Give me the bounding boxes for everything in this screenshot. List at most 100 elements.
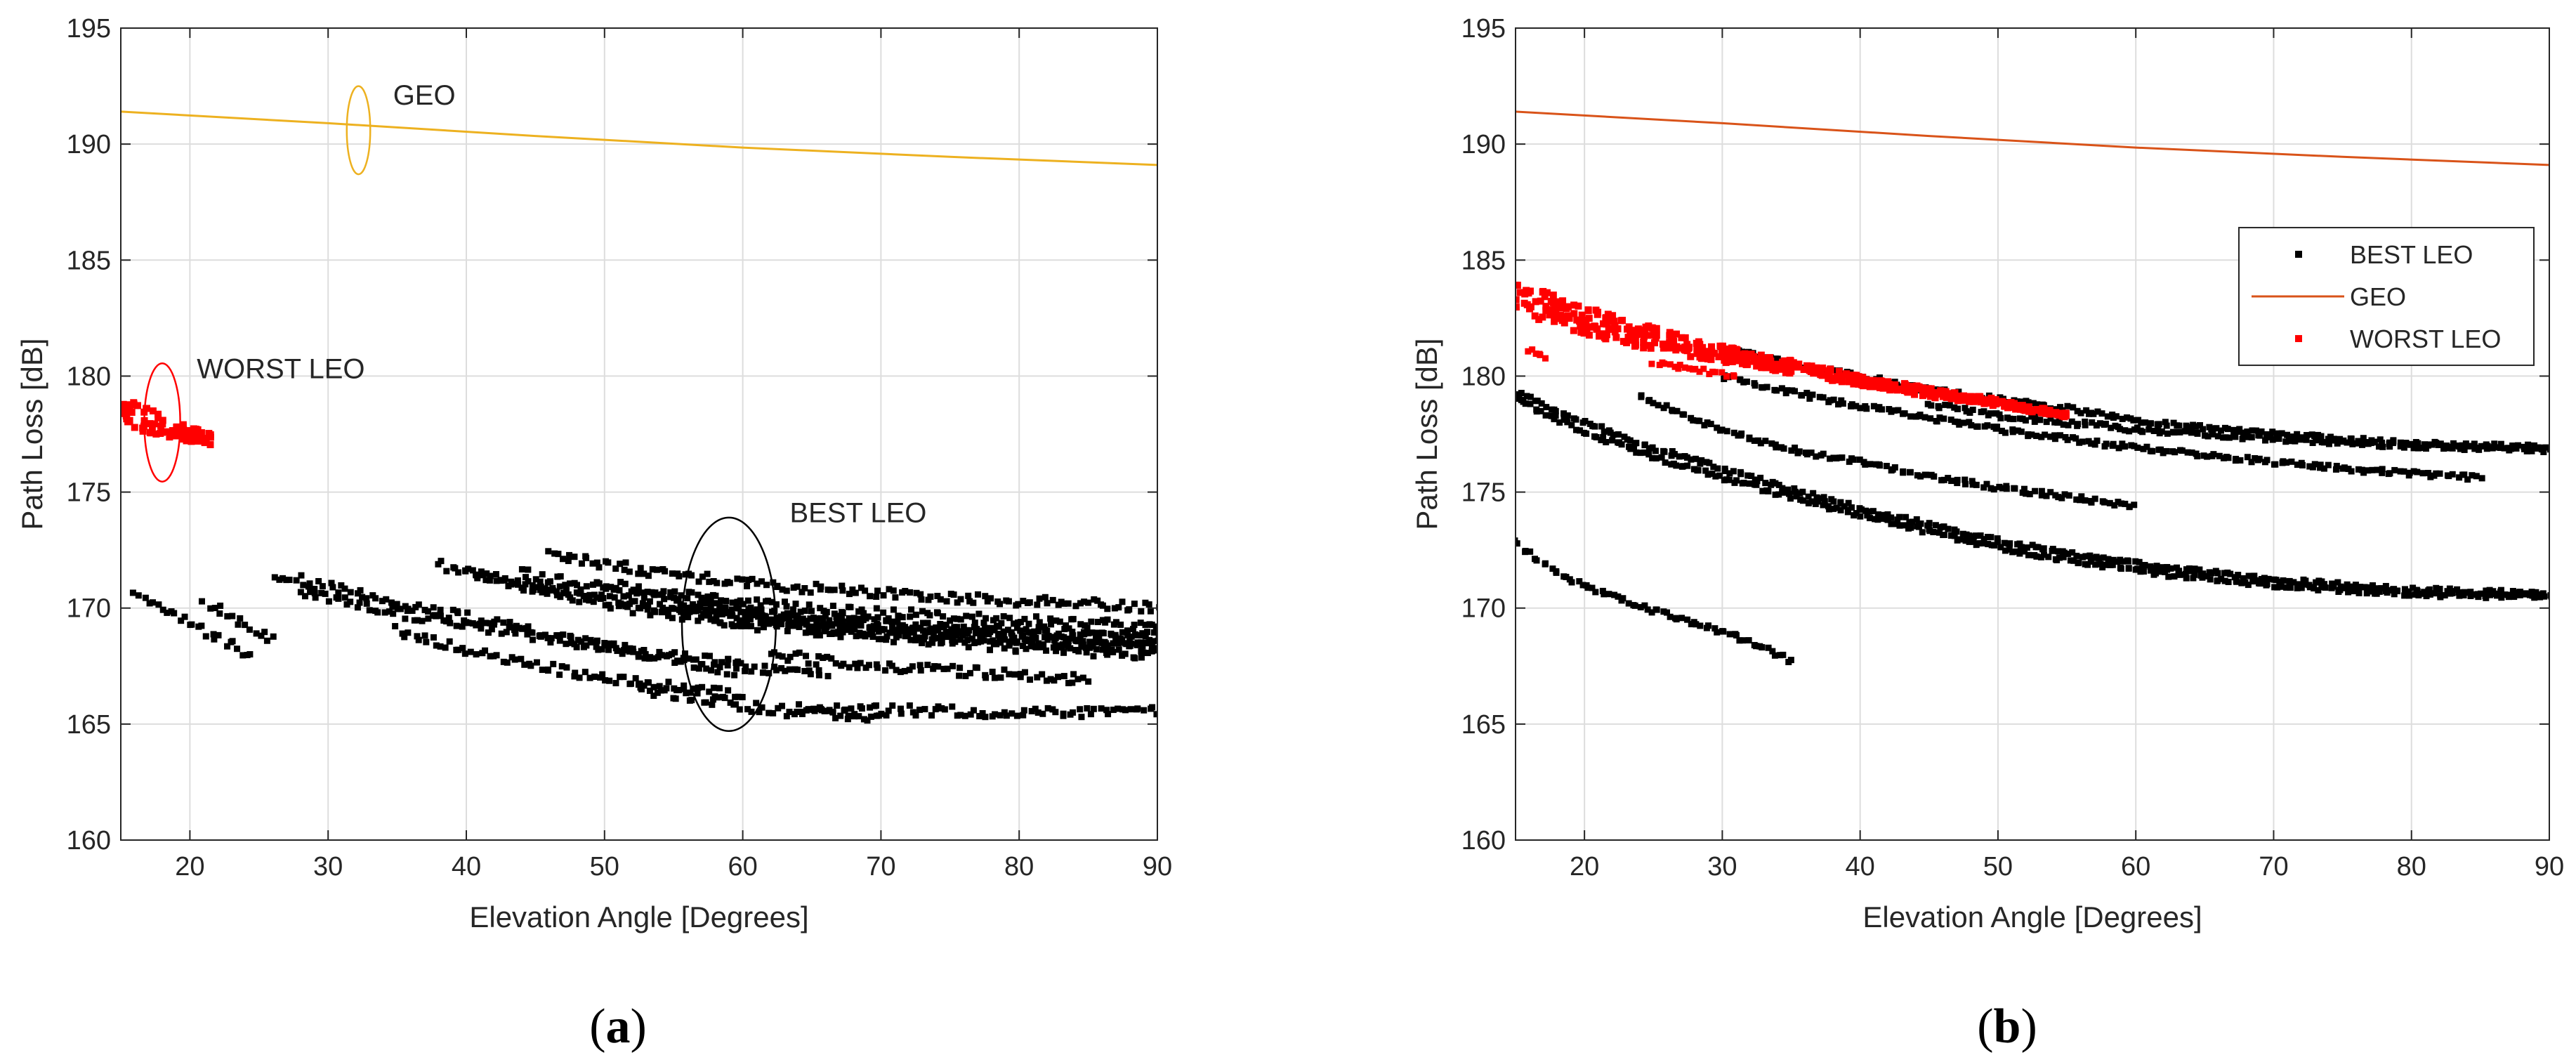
data-point [402,615,409,622]
legend-marker-icon [2295,335,2302,343]
data-point [591,673,598,680]
data-point [813,580,820,587]
data-point [910,628,917,635]
data-point [1915,523,1922,530]
data-point [574,582,581,589]
data-point [605,601,612,608]
data-point [2184,449,2191,456]
data-point [2445,444,2452,451]
data-point [1857,513,1864,520]
data-point [2102,420,2109,427]
data-point [753,700,760,707]
data-point [2226,434,2233,441]
data-point [1669,334,1676,342]
data-point [1661,448,1668,455]
data-point [1666,329,1674,336]
data-point [1768,440,1775,447]
data-point [635,681,642,688]
data-point [1891,407,1898,414]
data-point [808,629,815,636]
data-point [2400,444,2407,451]
data-point [940,613,947,620]
data-point [1088,618,1095,625]
y-axis-label: Path Loss [dB] [15,338,48,530]
data-point [2183,422,2190,429]
data-point [1542,303,1550,310]
data-point [1060,600,1067,607]
data-point [2028,431,2035,438]
data-point [908,606,915,613]
data-point [1552,412,1559,419]
data-point [763,582,770,589]
data-point [1005,598,1012,605]
data-point [2082,553,2089,560]
data-point [673,597,681,604]
data-point [983,615,990,622]
data-point [1780,489,1787,496]
data-point [1026,599,1033,606]
data-point [1850,380,1858,388]
data-point [1733,477,1740,484]
data-point [996,634,1003,641]
data-point [477,620,484,627]
data-point [786,615,793,622]
data-point [2341,464,2348,471]
data-point [1112,619,1119,626]
data-point [993,615,1000,622]
data-point [635,587,642,594]
data-point [760,624,767,631]
data-point [695,578,702,585]
data-point [582,635,589,642]
data-point [688,697,695,704]
data-point [829,603,836,610]
data-point [2078,493,2085,500]
data-point [1938,388,1945,395]
data-point [569,597,576,604]
data-point [1738,430,1745,437]
data-point [567,634,574,641]
data-point [815,653,822,660]
data-point [1098,639,1105,646]
data-point [506,624,513,631]
data-point [1839,454,1846,461]
data-point [704,570,711,577]
data-point [2256,580,2263,587]
data-point [603,583,610,590]
data-point [987,624,994,631]
data-point [2034,401,2041,408]
data-point [2410,468,2417,475]
data-point [467,648,474,655]
data-point [2038,492,2045,499]
data-point [605,646,612,653]
data-point [1972,393,1980,400]
data-point [1759,644,1766,651]
data-point [831,610,838,617]
data-point [503,629,510,636]
data-point [1155,633,1157,640]
data-point [931,663,938,670]
x-tick-label: 90 [2535,852,2564,882]
data-point [1673,343,1681,350]
data-point [840,622,847,629]
data-point [1119,652,1126,659]
data-point [917,624,924,631]
data-point [913,589,920,596]
series-geo-a-line [121,110,1157,166]
data-point [1074,636,1081,643]
data-point [2412,591,2419,598]
data-point [1883,462,1890,469]
data-point [1763,355,1771,362]
data-point [2269,436,2276,443]
data-point [950,591,957,598]
data-point [2153,570,2160,577]
data-point [2035,544,2042,551]
data-point [698,594,705,601]
data-point [1825,503,1832,510]
data-point [1134,705,1141,712]
data-point [1800,366,1808,374]
data-point [1539,313,1546,321]
y-tick-label: 190 [67,130,111,159]
data-point [1667,361,1674,368]
data-point [980,620,987,627]
data-point [216,610,223,617]
